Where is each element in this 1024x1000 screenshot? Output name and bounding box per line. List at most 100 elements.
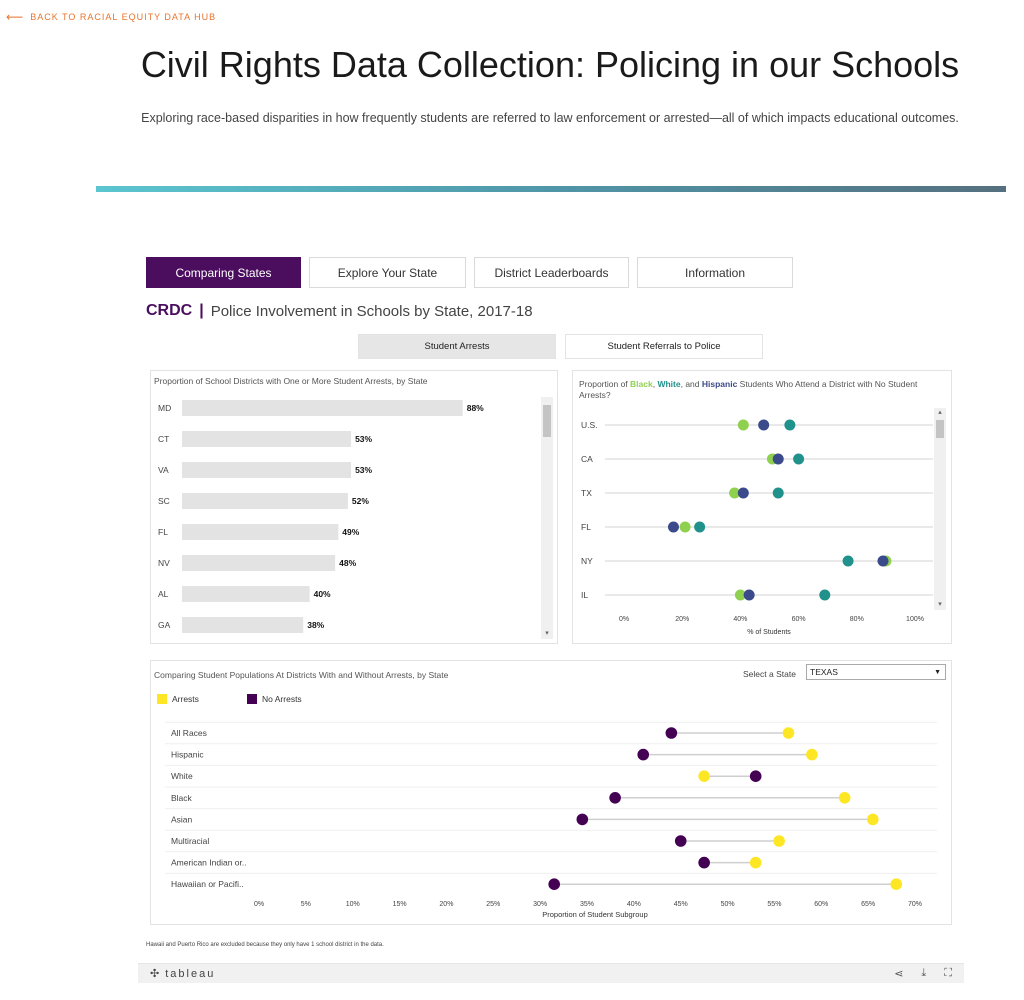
dot-white — [819, 589, 831, 601]
scroll-down-icon[interactable]: ▾ — [938, 601, 942, 608]
scroll-up-icon[interactable]: ▴ — [938, 409, 942, 416]
state-arrests-chart: MD 88% CT 53% VA 53% SC 52% FL 49% NV 48% AL 40% GA 38% — [158, 400, 484, 633]
state-arrests-panel: Proportion of School Districts with One … — [150, 370, 558, 644]
arrests-swatch — [157, 694, 167, 704]
dot-no-arrests — [665, 727, 678, 739]
no-arrest-students-title: Proportion of Black, White, and Hispanic… — [579, 379, 947, 402]
subgroup-label: Hispanic — [171, 750, 204, 760]
dot-arrests — [890, 878, 903, 890]
gradient-divider — [96, 186, 1006, 192]
page-title: Civil Rights Data Collection: Policing i… — [140, 44, 960, 85]
dot-no-arrests — [698, 856, 710, 869]
bar-md — [182, 400, 463, 416]
bar-value-label: 49% — [342, 527, 359, 537]
back-link[interactable]: ⟵ BACK TO RACIAL EQUITY DATA HUB — [6, 10, 216, 24]
bar-category-label: CT — [158, 434, 169, 444]
subgroup-label: Asian — [171, 814, 193, 824]
legend-arrests: Arrests — [157, 694, 199, 704]
share-icon[interactable]: ⋖ — [894, 968, 904, 980]
dot-hispanic — [737, 487, 749, 499]
scroll-down-icon[interactable]: ▾ — [545, 630, 549, 637]
dot-white — [793, 453, 805, 465]
x-tick-label: 10% — [346, 901, 360, 908]
subgroup-label: All Races — [171, 728, 207, 738]
bar-category-label: NV — [158, 558, 170, 568]
subgroup-label: Black — [171, 793, 193, 803]
dot-hispanic — [758, 419, 770, 431]
bar-ct — [182, 431, 352, 447]
main-tabs: Comparing States Explore Your State Dist… — [146, 257, 793, 288]
tableau-logo[interactable]: ✣ tableau — [150, 967, 216, 981]
legend-no-arrests: No Arrests — [247, 694, 302, 704]
population-comparison-chart: All Races Hispanic White Black Asian Multirac… — [165, 721, 937, 919]
tableau-logo-text: tableau — [165, 967, 216, 980]
footnote: Hawaii and Puerto Rico are excluded beca… — [146, 942, 384, 948]
dot-black — [737, 419, 749, 431]
tab-information[interactable]: Information — [637, 257, 793, 288]
state-label: CA — [581, 454, 593, 464]
bar-value-label: 88% — [467, 403, 484, 413]
x-tick-label: 70% — [908, 901, 922, 908]
bar-category-label: GA — [158, 620, 171, 630]
tab-district-leaderboards[interactable]: District Leaderboards — [474, 257, 629, 288]
dot-no-arrests — [674, 835, 687, 847]
scrollbar-thumb[interactable] — [543, 405, 551, 437]
state-arrests-scrollbar[interactable]: ▾ — [541, 397, 553, 639]
tableau-cross-icon: ✣ — [150, 968, 162, 980]
x-axis-label: % of Students — [747, 629, 791, 636]
bar-value-label: 48% — [339, 558, 356, 568]
dot-arrests — [749, 856, 762, 869]
bar-value-label: 52% — [352, 496, 369, 506]
x-tick-label: 40% — [627, 901, 641, 908]
state-dropdown-value: TEXAS — [810, 667, 838, 677]
bar-ga — [182, 617, 304, 633]
tab-comparing-states[interactable]: Comparing States — [146, 257, 301, 288]
download-icon[interactable]: ⤓ — [921, 967, 927, 979]
dot-no-arrests — [637, 748, 650, 761]
fullscreen-icon[interactable]: ⛶ — [944, 967, 952, 979]
subgroup-label: Hawaiian or Pacifi.. — [171, 879, 244, 889]
dot-hispanic — [877, 555, 889, 567]
scrollbar-thumb[interactable] — [936, 420, 944, 438]
x-tick-label: 0% — [619, 616, 629, 623]
subgroup-label: American Indian or.. — [171, 858, 247, 868]
state-dropdown[interactable]: TEXAS ▼ — [806, 664, 946, 680]
title-and: , and — [680, 379, 702, 389]
title-white: White — [657, 379, 681, 389]
x-tick-label: 15% — [393, 901, 407, 908]
section-title: Police Involvement in Schools by State, … — [210, 302, 533, 320]
bar-fl — [182, 524, 339, 540]
no-arrest-scrollbar[interactable]: ▴ ▾ — [934, 408, 946, 610]
state-arrests-title: Proportion of School Districts with One … — [154, 376, 428, 386]
dot-arrests — [806, 748, 818, 761]
dot-arrests — [782, 727, 795, 739]
x-tick-label: 25% — [486, 901, 500, 908]
x-tick-label: 20% — [675, 616, 689, 623]
subtab-student-referrals[interactable]: Student Referrals to Police — [565, 334, 763, 359]
dot-arrests — [773, 835, 785, 847]
subtab-student-arrests[interactable]: Student Arrests — [358, 334, 556, 359]
dot-arrests — [867, 813, 879, 826]
x-tick-label: 40% — [733, 616, 747, 623]
bar-value-label: 40% — [314, 589, 331, 599]
bar-value-label: 53% — [355, 465, 372, 475]
bar-category-label: AL — [158, 589, 169, 599]
subgroup-label: White — [171, 771, 193, 781]
toolbar-icons: ⋖ ⤓ ⛶ — [894, 967, 952, 980]
dot-hispanic — [772, 453, 784, 465]
dot-black — [679, 521, 691, 533]
state-label: IL — [581, 590, 588, 600]
state-label: FL — [581, 522, 591, 532]
dot-white — [784, 419, 796, 431]
x-tick-label: 100% — [906, 616, 924, 623]
x-tick-label: 30% — [533, 901, 547, 908]
title-black: Black — [630, 379, 653, 389]
dot-no-arrests — [609, 792, 621, 804]
bar-category-label: VA — [158, 465, 169, 475]
legend-arrests-label: Arrests — [172, 694, 199, 704]
tableau-toolbar: ✣ tableau ⋖ ⤓ ⛶ — [138, 963, 964, 983]
x-tick-label: 60% — [814, 901, 828, 908]
tab-explore-your-state[interactable]: Explore Your State — [309, 257, 466, 288]
bar-va — [182, 462, 352, 478]
state-label: TX — [581, 488, 592, 498]
